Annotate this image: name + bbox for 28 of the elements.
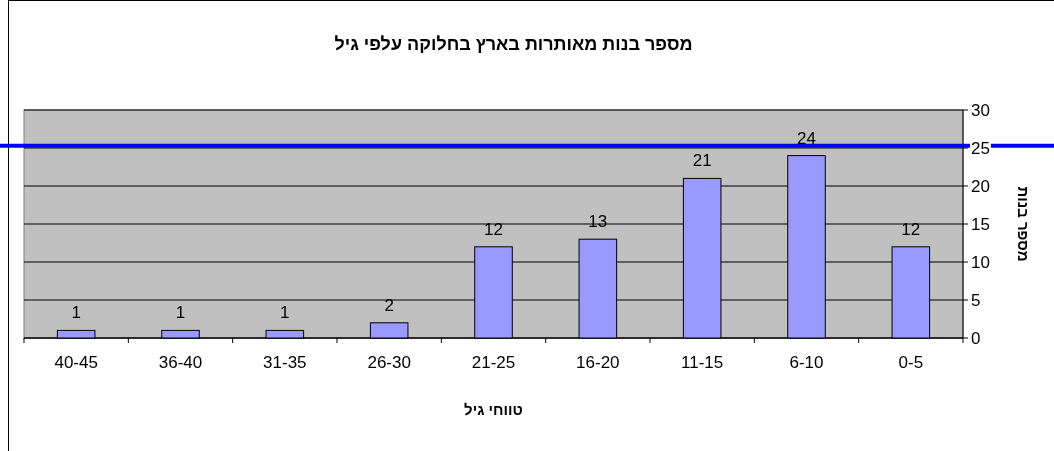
y-tick-label: 0 xyxy=(971,329,981,348)
x-tick-label: 31-35 xyxy=(263,353,307,372)
chart-title: מספר בנות מאותרות בארץ בחלוקה עלפי גיל xyxy=(334,34,693,54)
y-tick-label: 15 xyxy=(971,215,990,234)
data-label: 1 xyxy=(175,303,186,323)
data-label: 1 xyxy=(71,303,81,323)
data-label: 12 xyxy=(484,219,503,239)
data-label: 21 xyxy=(692,151,712,171)
data-label: 2 xyxy=(384,295,394,315)
x-tick-label: 16-20 xyxy=(576,353,620,372)
x-tick-label: 11-15 xyxy=(681,353,724,372)
x-tick-label: 36-40 xyxy=(158,353,203,372)
data-label: 12 xyxy=(901,219,921,239)
y-tick-label: 10 xyxy=(971,253,990,272)
x-tick-label: 0-5 xyxy=(898,353,924,372)
x-tick-label: 26-30 xyxy=(367,353,411,372)
y-tick-label: 25 xyxy=(971,139,990,158)
y-tick-label: 30 xyxy=(971,101,990,120)
data-label: 1 xyxy=(280,303,290,323)
x-tick-label: 21-25 xyxy=(471,353,516,372)
y-tick-label: 20 xyxy=(971,177,990,196)
x-tick-label: 6-10 xyxy=(789,353,824,372)
x-axis-title: טווחי גיל xyxy=(464,401,523,418)
y-axis-title: מספר בנות xyxy=(1015,186,1032,262)
y-tick-label: 5 xyxy=(971,291,981,310)
data-label: 24 xyxy=(797,128,816,148)
data-label: 13 xyxy=(588,212,608,232)
x-tick-label: 40-45 xyxy=(54,353,98,372)
